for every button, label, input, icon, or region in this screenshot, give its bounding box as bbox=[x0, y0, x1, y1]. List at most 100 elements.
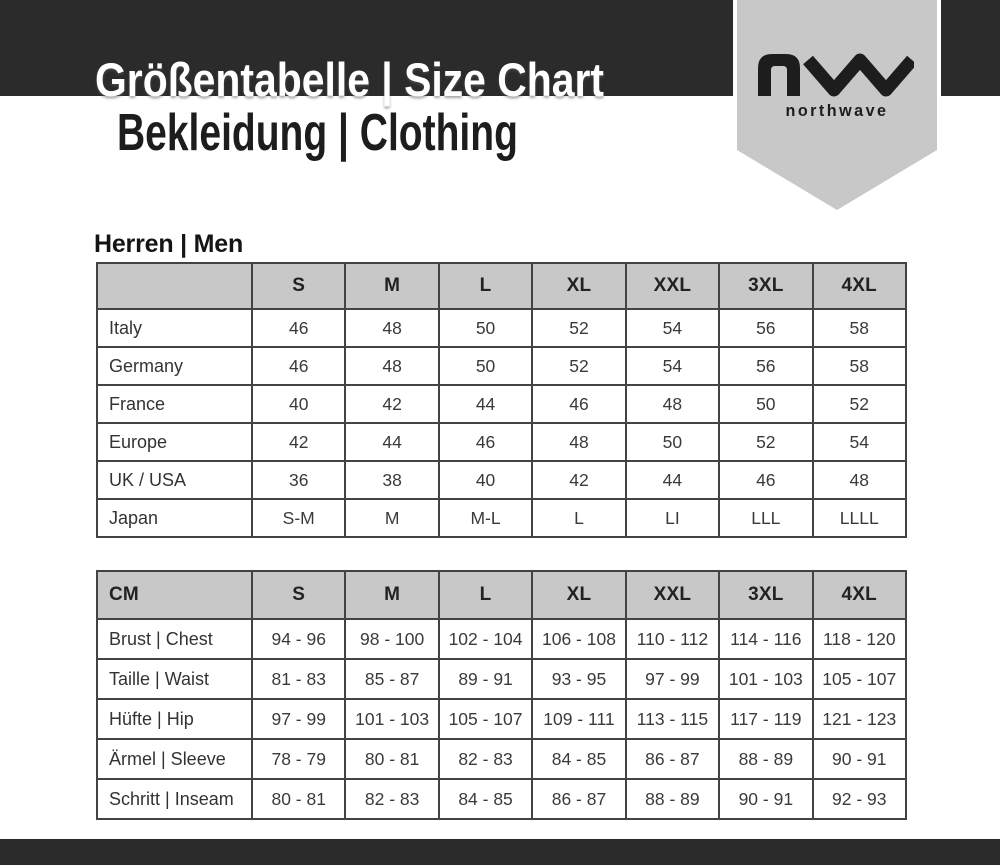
value-cell: 114 - 116 bbox=[718, 618, 814, 660]
value-cell: 46 bbox=[250, 346, 347, 386]
value-cell: 36 bbox=[250, 460, 347, 500]
value-cell: 101 - 103 bbox=[344, 698, 440, 740]
value-cell: 42 bbox=[250, 422, 347, 462]
value-cell: 85 - 87 bbox=[344, 658, 440, 700]
row-label: Japan bbox=[96, 498, 253, 538]
value-cell: 113 - 115 bbox=[624, 698, 721, 740]
table-row: Europe 42 44 46 48 50 52 54 bbox=[96, 422, 908, 462]
value-cell: L bbox=[531, 498, 627, 538]
size-column-header: XL bbox=[531, 262, 627, 310]
value-cell: 90 - 91 bbox=[718, 778, 814, 820]
value-cell: 50 bbox=[437, 308, 534, 348]
value-cell: 82 - 83 bbox=[344, 778, 440, 820]
size-table-header-row: S M L XL XXL 3XL 4XL bbox=[96, 262, 908, 310]
size-column-header: M bbox=[344, 570, 440, 620]
row-label: Taille | Waist bbox=[96, 658, 253, 700]
value-cell: 105 - 107 bbox=[811, 658, 908, 700]
size-column-header: XXL bbox=[624, 262, 721, 310]
value-cell: 106 - 108 bbox=[531, 618, 627, 660]
row-label: France bbox=[96, 384, 253, 424]
value-cell: 86 - 87 bbox=[624, 738, 721, 780]
value-cell: 105 - 107 bbox=[437, 698, 534, 740]
size-conversion-table: S M L XL XXL 3XL 4XL Italy 46 48 50 52 54 56 58 German… bbox=[96, 262, 908, 538]
value-cell: 80 - 81 bbox=[250, 778, 347, 820]
value-cell: 54 bbox=[811, 422, 908, 462]
value-cell: 46 bbox=[437, 422, 534, 462]
size-column-header: S bbox=[250, 570, 347, 620]
row-label: Hüfte | Hip bbox=[96, 698, 253, 740]
logo-letter-w bbox=[803, 53, 914, 97]
size-column-header: M bbox=[344, 262, 440, 310]
value-cell: 58 bbox=[811, 346, 908, 386]
brand-pennant: northwave bbox=[730, 0, 944, 218]
size-column-header: L bbox=[437, 570, 534, 620]
row-label: Germany bbox=[96, 346, 253, 386]
value-cell: 48 bbox=[344, 346, 440, 386]
value-cell: 92 - 93 bbox=[811, 778, 908, 820]
section-heading-men: Herren | Men bbox=[94, 230, 244, 258]
value-cell: 101 - 103 bbox=[718, 658, 814, 700]
value-cell: 52 bbox=[811, 384, 908, 424]
page-subtitle: Bekleidung | Clothing bbox=[117, 104, 518, 162]
value-cell: 46 bbox=[718, 460, 814, 500]
table-row: Hüfte | Hip 97 - 99 101 - 103 105 - 107 109 … bbox=[96, 698, 908, 740]
table-row: Italy 46 48 50 52 54 56 58 bbox=[96, 308, 908, 348]
value-cell: 58 bbox=[811, 308, 908, 348]
size-column-header: 3XL bbox=[718, 262, 814, 310]
value-cell: 118 - 120 bbox=[811, 618, 908, 660]
value-cell: 54 bbox=[624, 346, 721, 386]
measurement-table-header-row: CM S M L XL XXL 3XL 4XL bbox=[96, 570, 908, 620]
value-cell: M bbox=[344, 498, 440, 538]
value-cell: 52 bbox=[531, 308, 627, 348]
value-cell: 50 bbox=[437, 346, 534, 386]
value-cell: 97 - 99 bbox=[250, 698, 347, 740]
size-column-header: S bbox=[250, 262, 347, 310]
value-cell: 38 bbox=[344, 460, 440, 500]
value-cell: 97 - 99 bbox=[624, 658, 721, 700]
value-cell: 117 - 119 bbox=[718, 698, 814, 740]
value-cell: 48 bbox=[624, 384, 721, 424]
value-cell: 121 - 123 bbox=[811, 698, 908, 740]
value-cell: 44 bbox=[344, 422, 440, 462]
brand-wordmark: northwave bbox=[785, 101, 889, 120]
value-cell: 89 - 91 bbox=[437, 658, 534, 700]
row-label-column-header: CM bbox=[96, 570, 253, 620]
value-cell: 50 bbox=[718, 384, 814, 424]
value-cell: 78 - 79 bbox=[250, 738, 347, 780]
value-cell: 52 bbox=[531, 346, 627, 386]
value-cell: 46 bbox=[250, 308, 347, 348]
table-row: Schritt | Inseam 80 - 81 82 - 83 84 - 85 86 … bbox=[96, 778, 908, 820]
value-cell: 88 - 89 bbox=[718, 738, 814, 780]
row-label-column-header bbox=[96, 262, 253, 310]
value-cell: 93 - 95 bbox=[531, 658, 627, 700]
table-row: Germany 46 48 50 52 54 56 58 bbox=[96, 346, 908, 386]
value-cell: LLLL bbox=[811, 498, 908, 538]
value-cell: 88 - 89 bbox=[624, 778, 721, 820]
value-cell: 84 - 85 bbox=[437, 778, 534, 820]
value-cell: 50 bbox=[624, 422, 721, 462]
page-title: Größentabelle | Size Chart bbox=[95, 53, 605, 106]
table-row: Taille | Waist 81 - 83 85 - 87 89 - 91 93 - … bbox=[96, 658, 908, 700]
table-row: Japan S-M M M-L L LI LLL LLLL bbox=[96, 498, 908, 538]
value-cell: 48 bbox=[811, 460, 908, 500]
table-row: France 40 42 44 46 48 50 52 bbox=[96, 384, 908, 424]
value-cell: 42 bbox=[531, 460, 627, 500]
value-cell: 40 bbox=[250, 384, 347, 424]
value-cell: 98 - 100 bbox=[344, 618, 440, 660]
value-cell: 48 bbox=[531, 422, 627, 462]
size-table-body: Italy 46 48 50 52 54 56 58 Germany 46 48 50 52 54 56 58… bbox=[96, 308, 908, 538]
value-cell: LLL bbox=[718, 498, 814, 538]
value-cell: 109 - 111 bbox=[531, 698, 627, 740]
value-cell: 44 bbox=[437, 384, 534, 424]
table-row: UK / USA 36 38 40 42 44 46 48 bbox=[96, 460, 908, 500]
measurement-table: CM S M L XL XXL 3XL 4XL Brust | Chest 94 - 96 98 … bbox=[96, 570, 908, 820]
value-cell: 52 bbox=[718, 422, 814, 462]
value-cell: 102 - 104 bbox=[437, 618, 534, 660]
value-cell: 84 - 85 bbox=[531, 738, 627, 780]
logo-letter-n bbox=[758, 54, 800, 96]
value-cell: 46 bbox=[531, 384, 627, 424]
value-cell: M-L bbox=[437, 498, 534, 538]
footer-band bbox=[0, 839, 1000, 865]
row-label: Europe bbox=[96, 422, 253, 462]
